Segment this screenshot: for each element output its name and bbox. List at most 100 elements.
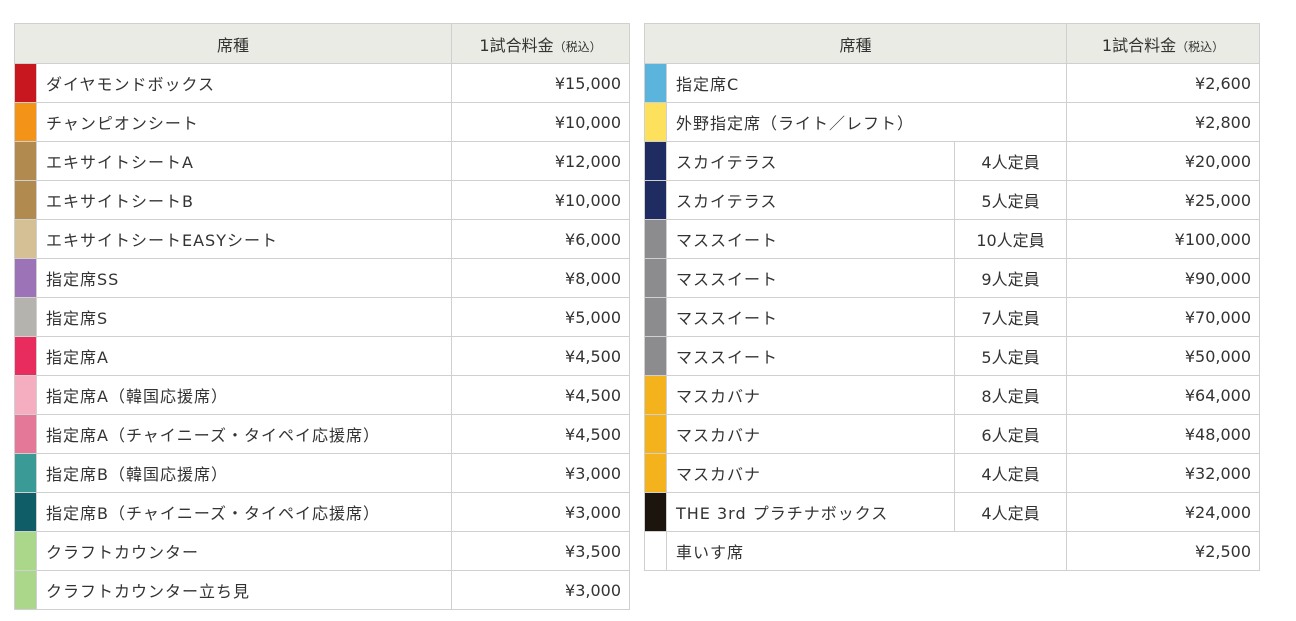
seat-color-swatch: [644, 297, 667, 337]
seat-price: ¥2,800: [1066, 102, 1261, 142]
seat-name: マススイート: [666, 258, 955, 298]
seat-name: エキサイトシートB: [35, 180, 453, 220]
seat-price: ¥2,600: [1066, 63, 1261, 103]
price-header: 1試合料金（税込）: [1066, 23, 1261, 64]
seat-name: 指定席A（韓国応援席）: [35, 375, 453, 415]
table-row: 指定席A（韓国応援席） ¥4,500: [14, 375, 631, 415]
table-row: チャンピオンシート ¥10,000: [14, 102, 631, 142]
seat-color-swatch: [644, 414, 667, 454]
seat-name: チャンピオンシート: [35, 102, 453, 142]
seat-name: スカイテラス: [666, 180, 955, 220]
seat-price: ¥25,000: [1066, 180, 1261, 220]
table-row: 指定席B（韓国応援席） ¥3,000: [14, 453, 631, 493]
tax-note: （税込）: [1176, 39, 1225, 54]
price-header: 1試合料金（税込）: [451, 23, 631, 64]
seat-name: クラフトカウンター: [35, 531, 453, 571]
table-row: スカイテラス 5人定員 ¥25,000: [644, 180, 1261, 220]
table-row: マススイート 7人定員 ¥70,000: [644, 297, 1261, 337]
table-row: マスカバナ 8人定員 ¥64,000: [644, 375, 1261, 415]
table-row: クラフトカウンター立ち見 ¥3,000: [14, 570, 631, 610]
seat-color-swatch: [644, 492, 667, 532]
seat-name: 外野指定席（ライト／レフト）: [665, 102, 1068, 142]
seat-capacity: 9人定員: [953, 258, 1068, 298]
table-row: 指定席S ¥5,000: [14, 297, 631, 337]
table-header-row: 席種 1試合料金（税込）: [643, 23, 1261, 64]
seat-price: ¥3,000: [451, 453, 631, 493]
seat-color-swatch: [14, 414, 37, 454]
seat-color-swatch: [644, 336, 667, 376]
seat-name: 指定席A: [35, 336, 453, 376]
table-row: 外野指定席（ライト／レフト） ¥2,800: [644, 102, 1261, 142]
table-header-row: 席種 1試合料金（税込）: [13, 23, 631, 64]
seat-color-swatch: [644, 180, 667, 220]
seat-price: ¥3,500: [451, 531, 631, 571]
seat-name: マスカバナ: [666, 414, 955, 454]
seat-name: エキサイトシートA: [35, 141, 453, 181]
seat-capacity: 6人定員: [953, 414, 1068, 454]
seat-color-swatch: [644, 63, 667, 103]
seat-type-header: 席種: [643, 23, 1068, 64]
seat-price: ¥4,500: [451, 375, 631, 415]
seat-color-swatch: [644, 102, 667, 142]
seat-color-swatch: [14, 102, 37, 142]
seat-color-swatch: [14, 453, 37, 493]
seat-name: ダイヤモンドボックス: [35, 63, 453, 103]
seat-color-swatch: [14, 141, 37, 181]
table-row: THE 3rd プラチナボックス 4人定員 ¥24,000: [644, 492, 1261, 532]
seat-price: ¥64,000: [1066, 375, 1261, 415]
seat-price: ¥10,000: [451, 180, 631, 220]
seat-capacity: 8人定員: [953, 375, 1068, 415]
seat-name: 指定席B（韓国応援席）: [35, 453, 453, 493]
table-row: クラフトカウンター ¥3,500: [14, 531, 631, 571]
seat-name: マススイート: [666, 336, 955, 376]
seat-name: 指定席A（チャイニーズ・タイペイ応援席）: [35, 414, 453, 454]
seat-color-swatch: [14, 375, 37, 415]
seat-price: ¥24,000: [1066, 492, 1261, 532]
seat-name: マススイート: [666, 297, 955, 337]
seat-color-swatch: [14, 297, 37, 337]
table-row: 指定席A（チャイニーズ・タイペイ応援席） ¥4,500: [14, 414, 631, 454]
seat-price: ¥8,000: [451, 258, 631, 298]
table-row: エキサイトシートA ¥12,000: [14, 141, 631, 181]
seat-capacity: 4人定員: [953, 453, 1068, 493]
seat-name: スカイテラス: [666, 141, 955, 181]
seat-capacity: 10人定員: [953, 219, 1068, 259]
table-row: 指定席C ¥2,600: [644, 63, 1261, 103]
seat-price: ¥4,500: [451, 336, 631, 376]
left-price-table: 席種 1試合料金（税込） ダイヤモンドボックス ¥15,000 チャンピオンシート ¥…: [13, 23, 631, 610]
price-header-label: 1試合料金: [1101, 35, 1177, 55]
seat-price: ¥50,000: [1066, 336, 1261, 376]
seat-price: ¥3,000: [451, 492, 631, 532]
seat-color-swatch: [644, 453, 667, 493]
price-header-label: 1試合料金: [479, 35, 554, 55]
table-row: 指定席A ¥4,500: [14, 336, 631, 376]
seat-price: ¥20,000: [1066, 141, 1261, 181]
seat-type-header: 席種: [13, 23, 453, 64]
seat-price: ¥90,000: [1066, 258, 1261, 298]
seat-color-swatch: [644, 141, 667, 181]
seat-price: ¥5,000: [451, 297, 631, 337]
table-row: マススイート 5人定員 ¥50,000: [644, 336, 1261, 376]
table-row: マスカバナ 6人定員 ¥48,000: [644, 414, 1261, 454]
seat-color-swatch: [644, 375, 667, 415]
seat-color-swatch: [14, 63, 37, 103]
seat-capacity: 5人定員: [953, 180, 1068, 220]
table-row: マススイート 10人定員 ¥100,000: [644, 219, 1261, 259]
seat-name: 指定席B（チャイニーズ・タイペイ応援席）: [35, 492, 453, 532]
seat-capacity: 4人定員: [953, 492, 1068, 532]
seat-price: ¥48,000: [1066, 414, 1261, 454]
seat-color-swatch: [644, 258, 667, 298]
seat-price: ¥3,000: [451, 570, 631, 610]
seat-color-swatch: [14, 531, 37, 571]
seat-price: ¥15,000: [451, 63, 631, 103]
table-row: マススイート 9人定員 ¥90,000: [644, 258, 1261, 298]
seat-price: ¥12,000: [451, 141, 631, 181]
seat-price: ¥10,000: [451, 102, 631, 142]
table-row: 車いす席 ¥2,500: [644, 531, 1261, 571]
seat-price: ¥70,000: [1066, 297, 1261, 337]
table-row: 指定席SS ¥8,000: [14, 258, 631, 298]
seat-name: THE 3rd プラチナボックス: [666, 492, 955, 532]
seat-color-swatch: [14, 336, 37, 376]
seat-color-swatch: [644, 219, 667, 259]
table-row: ダイヤモンドボックス ¥15,000: [14, 63, 631, 103]
